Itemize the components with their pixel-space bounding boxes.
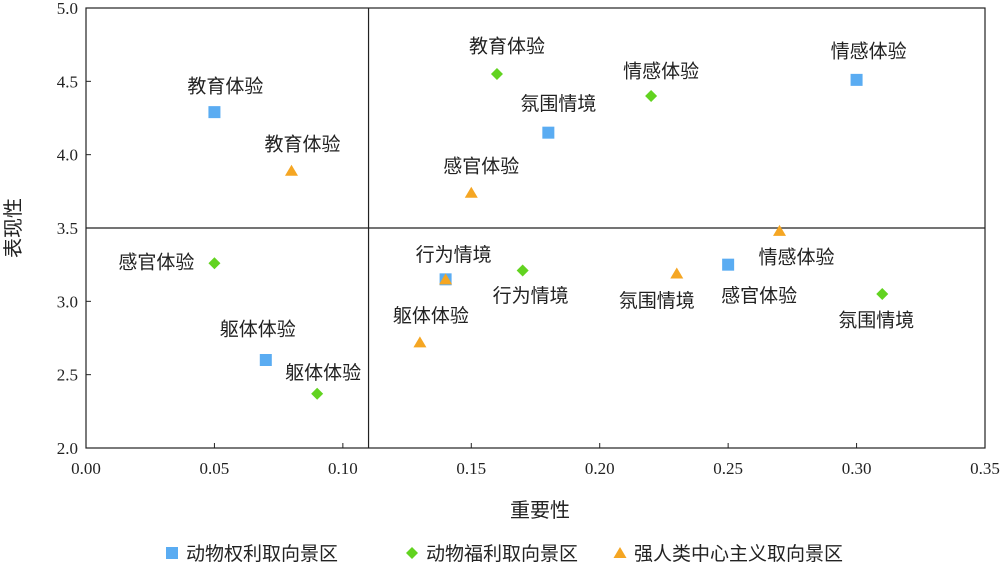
point-label: 感官体验 [443, 155, 519, 177]
legend-label: 强人类中心主义取向景区 [634, 543, 843, 565]
triangle-marker [284, 164, 298, 176]
legend-label: 动物权利取向景区 [186, 543, 338, 565]
triangle-marker [773, 224, 787, 236]
square-marker [208, 106, 221, 119]
y-tick-label: 5.0 [57, 0, 78, 18]
x-axis-title: 重要性 [510, 498, 570, 522]
triangle-marker [670, 267, 684, 279]
x-tick-label: 0.20 [585, 459, 615, 478]
point-label: 感官体验 [721, 285, 797, 307]
point-label: 教育体验 [187, 76, 263, 98]
triangle-marker [464, 186, 478, 198]
point-label: 躯体体验 [393, 305, 469, 327]
point-label: 氛围情境 [838, 310, 914, 332]
square-marker [850, 73, 863, 86]
square-marker [542, 126, 555, 139]
square-marker [166, 547, 178, 559]
square-marker [259, 354, 272, 366]
x-tick-label: 0.05 [200, 459, 230, 478]
point-label: 情感体验 [831, 40, 907, 62]
point-label: 教育体验 [469, 36, 545, 58]
y-tick-label: 3.5 [57, 219, 78, 238]
point-label: 氛围情境 [619, 290, 695, 312]
point-label: 感官体验 [118, 252, 194, 274]
diamond-marker [490, 68, 503, 80]
x-tick-label: 0.30 [842, 459, 872, 478]
x-tick-label: 0.35 [970, 459, 1000, 478]
y-tick-label: 2.0 [57, 439, 78, 458]
triangle-marker [439, 273, 453, 285]
x-tick-label: 0.10 [328, 459, 358, 478]
triangle-marker [413, 336, 427, 348]
y-tick-label: 4.5 [57, 72, 78, 91]
x-tick-label: 0.15 [456, 459, 486, 478]
point-label: 躯体体验 [220, 319, 296, 341]
y-tick-label: 3.0 [57, 292, 78, 311]
point-label: 行为情境 [493, 285, 569, 307]
diamond-marker [516, 264, 529, 277]
point-label: 行为情境 [416, 244, 492, 266]
point-label: 情感体验 [759, 246, 835, 268]
diamond-marker [311, 387, 324, 400]
legend-label: 动物福利取向景区 [426, 543, 578, 565]
diamond-marker [208, 257, 221, 270]
diamond-marker [406, 547, 418, 559]
triangle-marker [613, 547, 627, 558]
diamond-marker [876, 288, 889, 300]
y-tick-label: 4.0 [57, 146, 78, 165]
point-label: 教育体验 [264, 133, 340, 155]
point-label: 氛围情境 [520, 93, 596, 115]
square-marker [722, 258, 735, 271]
x-tick-label: 0.25 [713, 459, 743, 478]
point-label: 躯体体验 [285, 362, 361, 384]
x-tick-label: 0.00 [71, 459, 101, 478]
point-label: 情感体验 [623, 61, 699, 83]
diamond-marker [645, 90, 658, 102]
y-axis-title: 表现性 [1, 198, 25, 258]
y-tick-label: 2.5 [57, 366, 78, 385]
